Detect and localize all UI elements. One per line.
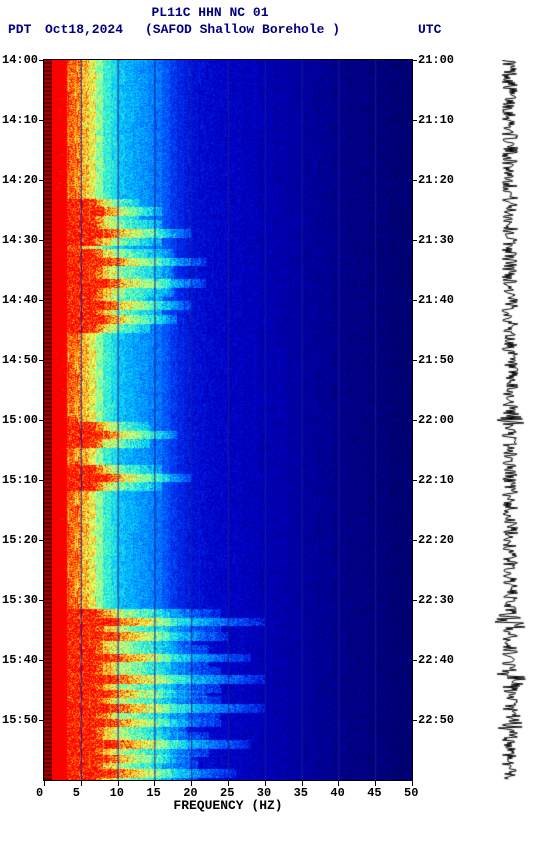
x-axis-label: FREQUENCY (HZ) [0,798,456,813]
y-left-tick-label: 14:50 [2,353,38,367]
x-tick-label: 30 [257,786,271,800]
y-right-tick-label: 21:30 [418,233,454,247]
y-left-tick-label: 15:10 [2,473,38,487]
y-left-tick-label: 15:00 [2,413,38,427]
y-left-tick-label: 14:00 [2,53,38,67]
y-left-tick-label: 14:40 [2,293,38,307]
y-right-tick-label: 21:40 [418,293,454,307]
x-tick-label: 40 [330,786,344,800]
y-right-tick-label: 21:50 [418,353,454,367]
x-tick-label: 0 [36,786,43,800]
y-left-tick-label: 15:40 [2,653,38,667]
x-tick-label: 15 [146,786,160,800]
x-tick-label: 45 [367,786,381,800]
y-left-tick-label: 14:30 [2,233,38,247]
y-right-tick-label: 21:00 [418,53,454,67]
y-right-tick-label: 22:10 [418,473,454,487]
x-tick-label: 50 [404,786,418,800]
y-right-tick-label: 22:40 [418,653,454,667]
y-left-tick-label: 15:50 [2,713,38,727]
station-label: (SAFOD Shallow Borehole ) [145,22,340,37]
y-right-tick-label: 22:00 [418,413,454,427]
spectrogram-plot [44,60,412,780]
y-left-tick-label: 14:10 [2,113,38,127]
y-right-tick-label: 21:10 [418,113,454,127]
seismogram-trace [490,60,530,780]
y-right-tick-label: 22:30 [418,593,454,607]
y-right-tick-label: 21:20 [418,173,454,187]
date-label: Oct18,2024 [45,22,123,37]
tz-left-label: PDT [8,22,31,37]
tz-right-label: UTC [418,22,441,37]
y-left-tick-label: 15:30 [2,593,38,607]
chart-title: PL11C HHN NC 01 [0,5,420,20]
y-right-tick-label: 22:50 [418,713,454,727]
y-left-tick-label: 14:20 [2,173,38,187]
x-tick-label: 5 [73,786,80,800]
x-tick-label: 10 [110,786,124,800]
y-right-tick-label: 22:20 [418,533,454,547]
x-tick-label: 20 [183,786,197,800]
left-red-strip [44,60,52,780]
x-tick-label: 25 [220,786,234,800]
y-left-tick-label: 15:20 [2,533,38,547]
x-tick-label: 35 [294,786,308,800]
